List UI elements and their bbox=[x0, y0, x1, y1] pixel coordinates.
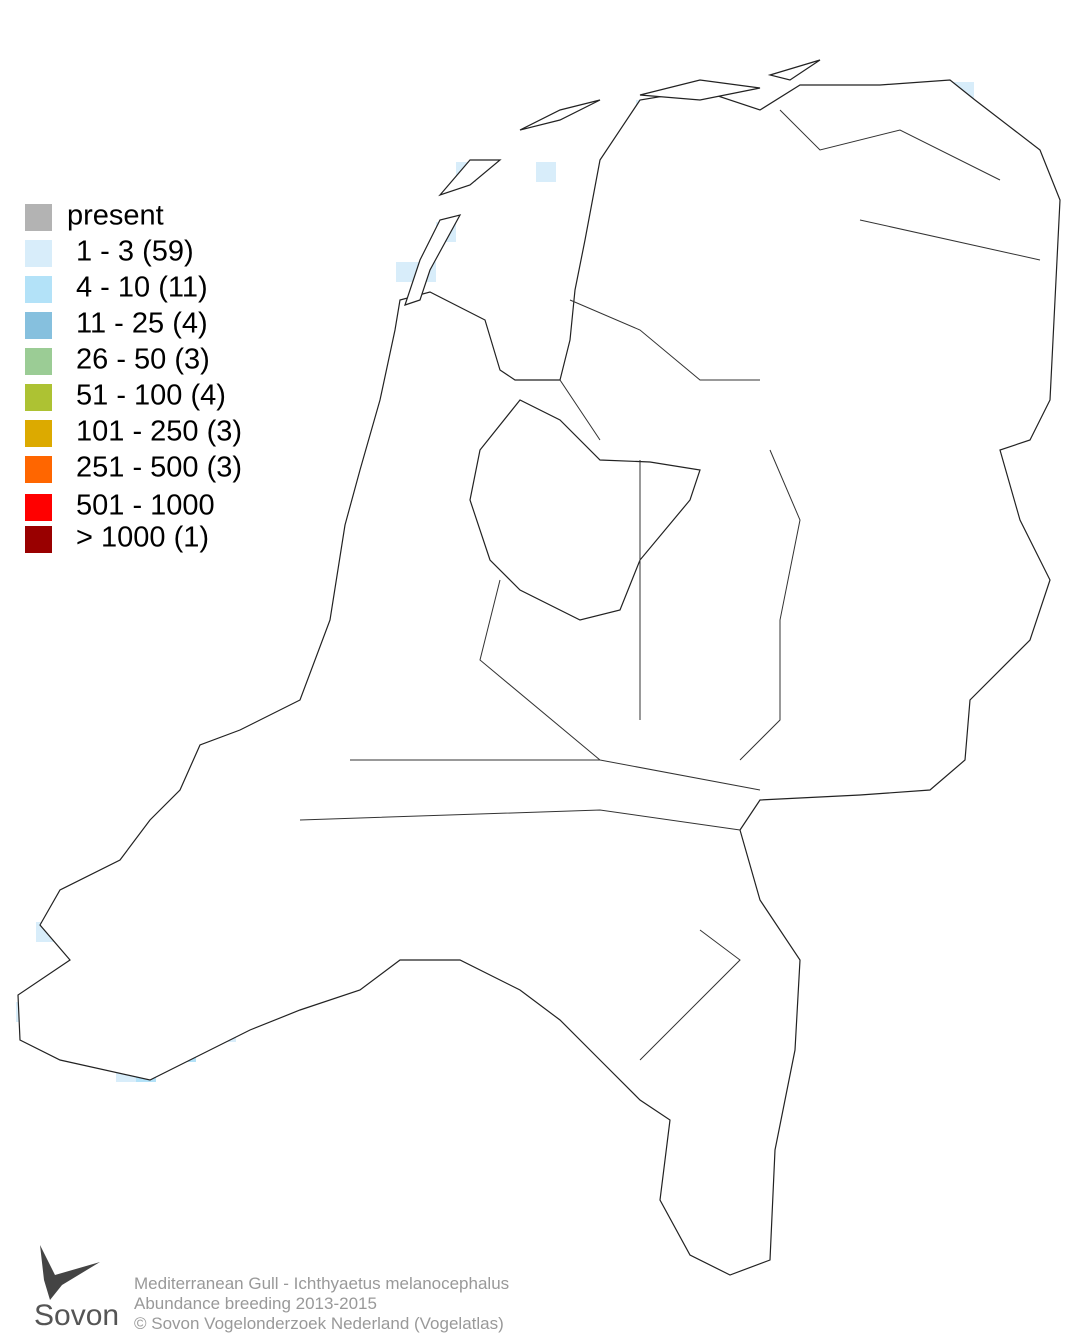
caption-line: © Sovon Vogelonderzoek Nederland (Vogela… bbox=[134, 1314, 504, 1333]
island bbox=[639, 79, 761, 101]
province-border bbox=[299, 109, 1041, 1061]
island bbox=[438, 159, 502, 197]
legend-label: 26 - 50 (3) bbox=[76, 344, 210, 376]
caption-line: Abundance breeding 2013-2015 bbox=[134, 1294, 377, 1313]
caption: Mediterranean Gull - Ichthyaetus melanoc… bbox=[134, 1274, 509, 1333]
legend-label: 101 - 250 (3) bbox=[76, 416, 242, 448]
legend-swatch bbox=[25, 420, 52, 447]
legend-swatch bbox=[25, 526, 52, 553]
legend-swatch bbox=[25, 312, 52, 339]
logo: Sovon bbox=[34, 1245, 119, 1332]
legend-swatch bbox=[25, 456, 52, 483]
legend-label: 11 - 25 (4) bbox=[76, 308, 208, 340]
legend-swatch bbox=[25, 276, 52, 303]
legend-label: 4 - 10 (11) bbox=[76, 272, 208, 304]
legend-swatch bbox=[25, 240, 52, 267]
legend-label: 1 - 3 (59) bbox=[76, 236, 194, 268]
logo-text: Sovon bbox=[34, 1299, 119, 1332]
grid-cell bbox=[396, 262, 416, 282]
country-outline bbox=[17, 79, 1061, 1276]
island bbox=[767, 59, 821, 81]
legend-label: present bbox=[67, 200, 164, 232]
logo-bird bbox=[40, 1245, 100, 1300]
legend-swatch bbox=[25, 494, 52, 521]
caption-line: Mediterranean Gull - Ichthyaetus melanoc… bbox=[134, 1274, 509, 1293]
legend-swatch bbox=[25, 204, 52, 231]
lake bbox=[469, 399, 701, 621]
legend-swatch bbox=[25, 348, 52, 375]
legend: present 1 - 3 (59) 4 - 10 (11) 11 - 25 (4) 2… bbox=[25, 200, 242, 554]
legend-label: > 1000 (1) bbox=[76, 522, 209, 554]
grid-cell bbox=[536, 162, 556, 182]
island bbox=[404, 214, 462, 306]
legend-label: 51 - 100 (4) bbox=[76, 380, 226, 412]
legend-label: 251 - 500 (3) bbox=[76, 452, 242, 484]
legend-swatch bbox=[25, 384, 52, 411]
legend-label: 501 - 1000 bbox=[76, 490, 215, 522]
island bbox=[519, 99, 601, 131]
